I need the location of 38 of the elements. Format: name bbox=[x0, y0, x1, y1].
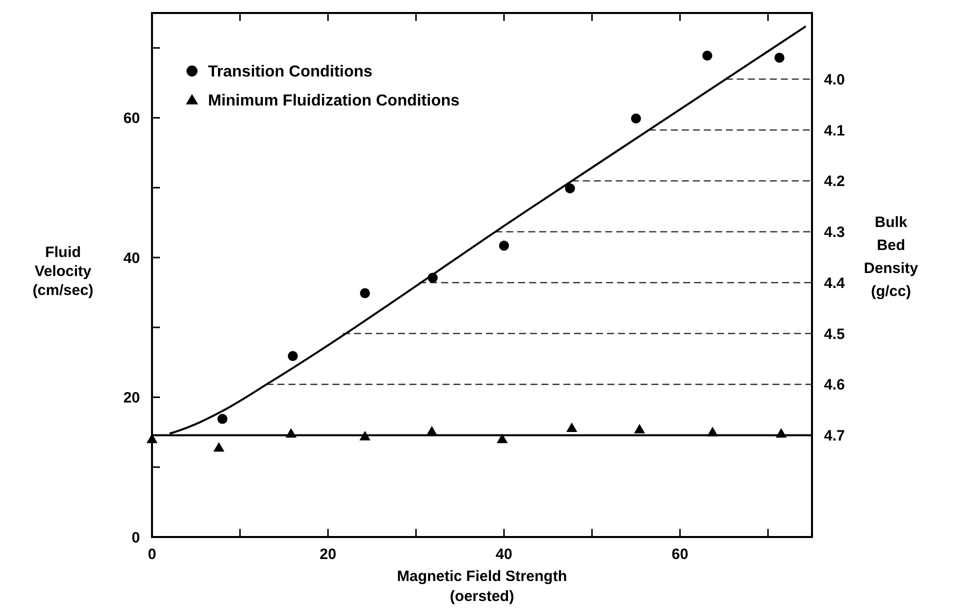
y2-tick-label: 4.6 bbox=[824, 376, 845, 394]
y2-tick-label: 4.5 bbox=[824, 326, 845, 343]
point bbox=[634, 424, 646, 434]
point bbox=[217, 414, 228, 424]
point bbox=[359, 430, 370, 440]
y2-tick-label: 4.1 bbox=[824, 122, 845, 140]
y2-tick-label: 4.0 bbox=[824, 71, 845, 88]
x-tick-label: 60 bbox=[672, 546, 688, 563]
legend-label: Transition Conditions bbox=[208, 64, 373, 81]
y-axis-title: Fluid Velocity (cm/sec) bbox=[32, 244, 94, 299]
x-tick-label: 40 bbox=[496, 546, 512, 563]
y-tick-label: 40 bbox=[123, 250, 140, 267]
y2-axis-title: Bulk Bed Density (g/cc) bbox=[864, 214, 919, 300]
point bbox=[565, 183, 575, 194]
point bbox=[702, 50, 712, 61]
point bbox=[499, 240, 509, 251]
point bbox=[288, 351, 298, 362]
y2-tick-label: 4.7 bbox=[824, 428, 845, 444]
y-tick-label: 60 bbox=[123, 110, 140, 128]
y2-tick-label: 4.2 bbox=[824, 173, 845, 190]
y-tick-label: 20 bbox=[123, 390, 140, 407]
point bbox=[631, 114, 641, 124]
point bbox=[213, 442, 224, 452]
point bbox=[776, 428, 787, 438]
point bbox=[286, 428, 297, 438]
point bbox=[774, 52, 784, 63]
point bbox=[707, 426, 718, 436]
y2-tick-label: 4.4 bbox=[824, 274, 846, 292]
point bbox=[426, 426, 438, 436]
x-tick-label: 20 bbox=[320, 546, 336, 563]
point bbox=[496, 434, 508, 444]
y-tick-label: 0 bbox=[132, 529, 140, 546]
point bbox=[360, 288, 370, 298]
legend-label: Minimum Fluidization Conditions bbox=[208, 92, 460, 110]
x-axis-title: Magnetic Field Strength (oersted) bbox=[396, 568, 568, 605]
point bbox=[566, 422, 578, 432]
x-tick-label: 0 bbox=[148, 546, 156, 563]
y2-tick-label: 4.3 bbox=[824, 224, 845, 242]
